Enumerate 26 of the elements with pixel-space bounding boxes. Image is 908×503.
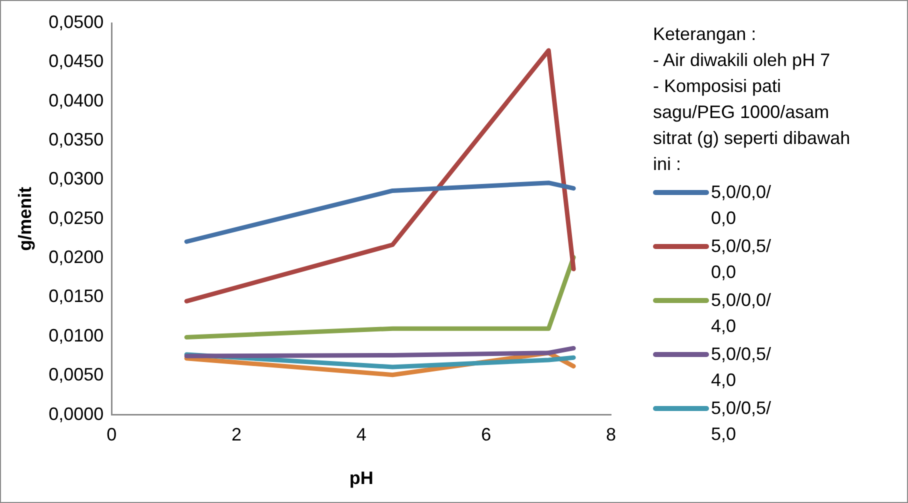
y-tick-label: 0,0350 [48, 130, 104, 150]
legend-label: 5,0/0,5/ 4,0 [711, 343, 772, 392]
y-tick-label: 0,0300 [48, 168, 104, 189]
text: - Komposisi pati sagu/PEG 1000/asam sitrat (g) seperti dibawah ini : [653, 75, 852, 176]
y-axis-title: g/menit [14, 186, 35, 251]
x-tick-label: 4 [356, 424, 366, 445]
y-tick-label: 0,0450 [48, 51, 104, 72]
x-tick-label: 2 [231, 424, 242, 445]
y-tick-label: 0,0100 [48, 325, 104, 346]
y-tick-label: 0,0050 [48, 364, 104, 385]
y-tick-label: 0,0400 [48, 90, 104, 110]
y-tick-label: 0,0500 [48, 12, 104, 32]
y-tick-label: 0,0200 [48, 247, 104, 268]
legend-title: Keterangan : [653, 23, 758, 46]
y-tick-label: 0,0000 [48, 404, 104, 424]
x-tick-label: 8 [606, 424, 616, 445]
text: - Air diwakili oleh pH 7 [653, 49, 832, 72]
legend-label: 5,0/0,5/ 5,0 [711, 397, 772, 446]
legend-label: 5,0/0,5/ 0,0 [711, 235, 772, 284]
legend-label: 5,0/0,0/ 4,0 [711, 289, 772, 338]
x-tick-label: 6 [481, 424, 492, 445]
x-tick-label: 0 [106, 424, 117, 445]
legend-label: 5,0/0,0/ 0,0 [711, 181, 772, 230]
y-tick-label: 0,0250 [48, 208, 104, 228]
y-tick-label: 0,0150 [48, 286, 104, 306]
x-axis-title: pH [349, 468, 374, 488]
